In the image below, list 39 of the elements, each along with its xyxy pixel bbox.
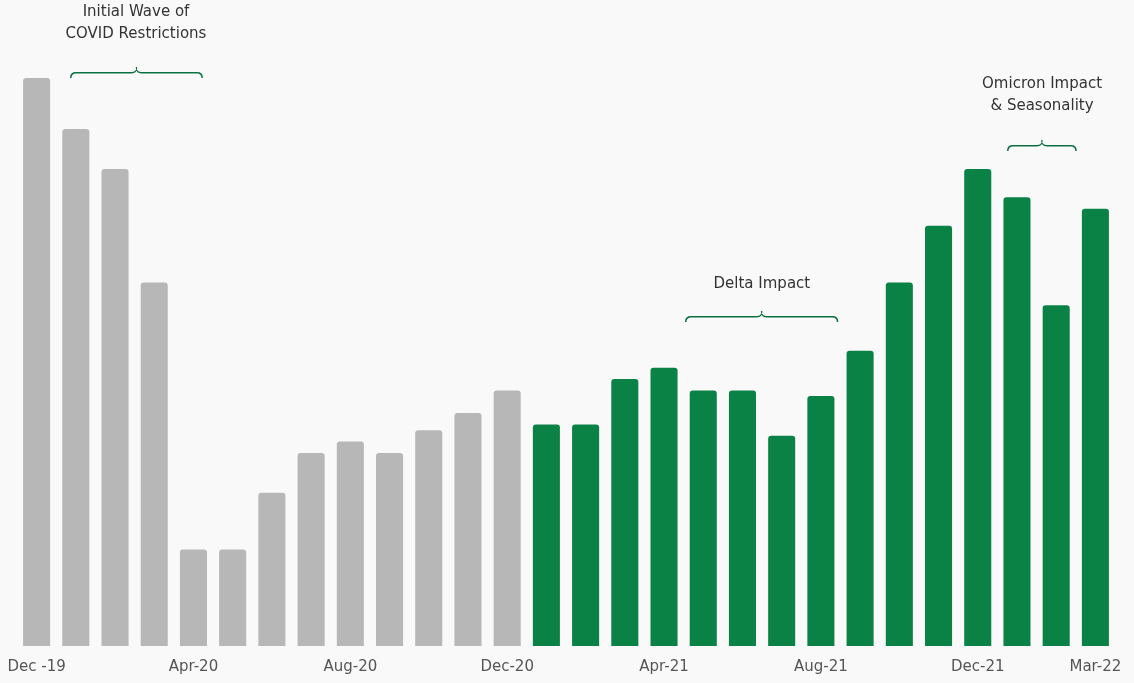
bar [376,452,404,646]
bar [415,430,443,646]
bar [1003,197,1031,646]
bar [768,435,796,646]
x-tick-label: Aug-20 [323,656,378,675]
bar [297,452,325,646]
bar [140,282,168,646]
bar [23,78,51,646]
annotation: Delta Impact [713,273,811,294]
bar [1081,208,1109,646]
x-tick-label: Mar-22 [1069,656,1122,675]
bar [336,441,364,646]
bar [611,379,639,646]
bar [572,424,600,646]
bar [728,390,756,646]
bar [101,168,129,646]
bar [1042,305,1070,646]
text: Initial Wave of COVID Restrictions [65,1,207,44]
x-tick-label: Apr-21 [639,656,689,675]
bar [885,282,913,646]
bar [179,549,207,646]
bar [219,549,247,646]
bar [650,367,678,646]
bar [62,129,90,646]
bar [846,350,874,646]
x-tick-label: Dec-21 [950,656,1005,675]
bar [964,168,992,646]
x-tick-label: Aug-21 [793,656,848,675]
bar [493,390,521,646]
annotation: Omicron Impact & Seasonality [982,73,1103,116]
bar [532,424,560,646]
x-tick-label: Apr-20 [168,656,219,675]
x-tick-label: Dec-20 [480,656,534,675]
bar [454,413,482,646]
bar [258,492,286,646]
x-tick-label: Dec -19 [7,656,66,675]
bar [689,390,717,646]
bar [807,396,835,646]
bar [925,225,953,646]
